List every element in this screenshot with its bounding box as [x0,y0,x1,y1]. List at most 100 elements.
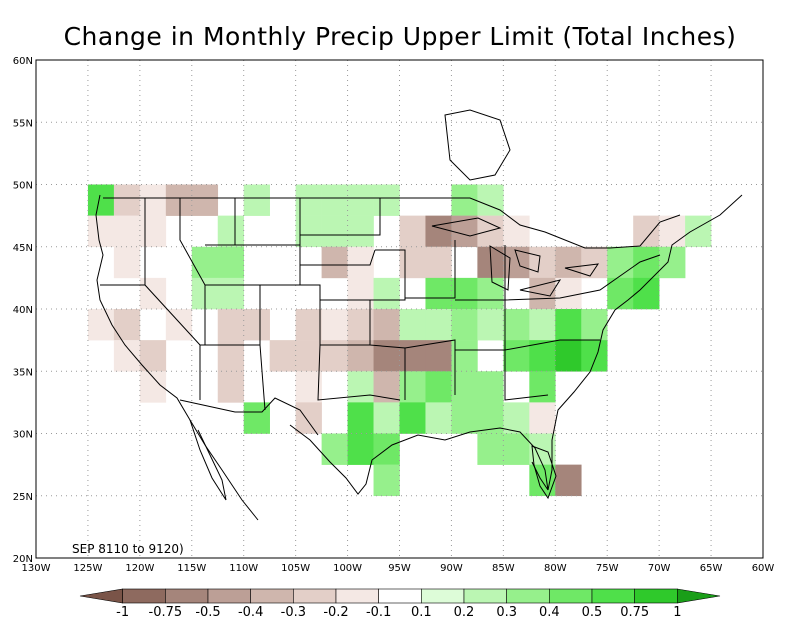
heatmap-cell [373,184,400,216]
heatmap-cell [555,246,582,279]
lat-tick-label: 30N [13,430,33,441]
heatmap-cell [425,309,452,341]
lon-tick-label: 115W [177,563,206,574]
lon-tick-label: 85W [492,563,515,574]
map-frame [35,59,764,559]
heatmap-cell [113,246,141,279]
heatmap-cell [87,215,115,248]
heatmap-cell [503,246,530,279]
heatmap-cell [503,433,530,465]
heatmap-cell [529,371,556,403]
heatmap-cell [139,215,167,248]
pacific-coastline [95,194,259,521]
heatmap-cell [425,246,452,279]
heatmap-cell [451,371,478,403]
map-title: Change in Monthly Precip Upper Limit (To… [63,22,737,51]
heatmap-cell [581,246,608,279]
heatmap-cell [347,371,374,403]
heatmap-cell [87,309,115,341]
heatmap-cell [321,184,348,216]
state-boundaries [100,198,661,411]
lon-tick-label: 60W [752,563,775,574]
lat-tick-label: 25N [13,492,33,503]
lon-tick-label: 130W [22,563,51,574]
lon-tick-label: 70W [648,563,671,574]
heatmap-cell [451,340,478,372]
heatmap-cell [295,340,322,372]
heatmap-cell [555,309,582,341]
heatmap-cell [633,215,660,248]
heatmap-cell [529,246,556,279]
heatmap-cell [581,340,608,372]
lon-tick-label: 75W [596,563,619,574]
heatmap-cell [659,215,686,248]
heatmap-cell [321,246,348,279]
lat-tick-label: 55N [13,118,33,129]
heatmap-cell [529,464,556,497]
heatmap-cell [373,402,400,434]
heatmap-cell [451,277,478,310]
heatmap-cell [477,433,504,465]
heatmap-cell [139,184,167,216]
heatmap-cell [139,340,167,372]
heatmap-cell [425,340,452,372]
heatmap-cell [87,184,115,216]
heatmap-cell [347,246,374,279]
heatmap-cell [451,309,478,341]
heatmap-cells-layer [87,184,712,497]
heatmap-cell [347,215,374,248]
heatmap-cell [165,309,193,341]
heatmap-cell [477,309,504,341]
heatmap-cell [217,371,245,403]
heatmap-cell [503,309,530,341]
baja-peninsula [189,419,227,501]
heatmap-cell [581,309,608,341]
heatmap-cell [685,215,712,248]
heatmap-cell [217,215,245,248]
atlantic-coastline [547,194,743,491]
lat-tick-label: 35N [13,367,33,378]
hudson-bay [444,109,511,181]
heatmap-cell [529,340,556,372]
lat-tick-label: 20N [13,554,33,565]
heatmap-cell [607,246,634,279]
heatmap-cell [191,184,219,216]
heatmap-cell [373,340,400,372]
heatmap-cell [555,277,582,310]
heatmap-cell [529,402,556,434]
heatmap-cell [347,277,374,310]
heatmap-cell [633,277,660,310]
heatmap-cell [425,402,452,434]
heatmap-cell [451,215,478,248]
heatmap-cell [477,277,504,310]
heatmap-cell [503,340,530,372]
gulf-coastline [289,424,549,495]
heatmap-cell [503,215,530,248]
lon-tick-label: 100W [333,563,362,574]
heatmap-cell [477,371,504,403]
canada-border [103,197,681,249]
heatmap-cell [607,277,634,310]
heatmap-cell [555,464,582,497]
lon-tick-label: 90W [440,563,463,574]
heatmap-cell [399,246,426,279]
heatmap-cell [399,402,426,434]
heatmap-cell [113,184,141,216]
heatmap-cell [373,309,400,341]
heatmap-cell [451,184,478,216]
heatmap-cell [659,246,686,279]
mexico-border [179,397,319,436]
lon-tick-label: 120W [125,563,154,574]
heatmap-cell [425,215,452,248]
lon-tick-label: 105W [281,563,310,574]
period-label: SEP 8110 to 9120) [72,542,184,556]
heatmap-cell [399,215,426,248]
heatmap-cell [321,309,348,341]
heatmap-cell [217,277,245,310]
heatmap-cell [373,277,400,310]
heatmap-cell [451,402,478,434]
heatmap-cell [347,309,374,341]
heatmap-cell [503,402,530,434]
heatmap-cell [347,433,374,465]
